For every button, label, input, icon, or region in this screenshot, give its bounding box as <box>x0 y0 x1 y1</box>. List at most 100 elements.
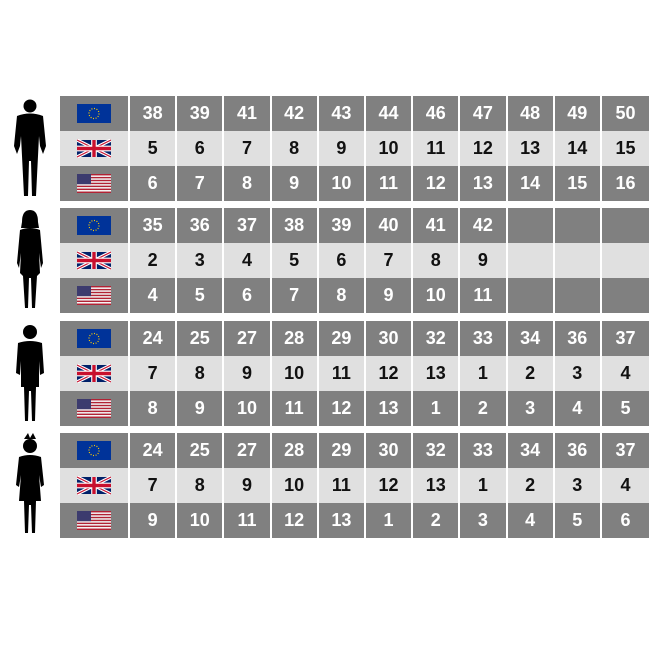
size-cell: 15 <box>554 166 602 201</box>
size-cell: 8 <box>177 468 225 503</box>
size-cell: 39 <box>318 208 366 243</box>
eu-size-row: 35 36 37 38 39 40 41 42 <box>60 208 650 243</box>
uk-flag-icon <box>60 131 130 166</box>
size-cell: 10 <box>271 356 319 391</box>
size-cell: 13 <box>507 131 555 166</box>
size-cell: 7 <box>365 243 414 278</box>
size-cell: 2 <box>507 468 555 503</box>
size-cell: 3 <box>554 356 602 391</box>
size-cell: 49 <box>554 96 602 131</box>
size-cell: 44 <box>365 96 414 131</box>
size-cell: 1 <box>460 468 508 503</box>
eu-flag-icon <box>60 433 130 468</box>
size-cell: 27 <box>224 321 272 356</box>
size-cell: 13 <box>365 391 414 426</box>
size-cell <box>507 278 555 313</box>
size-cell: 3 <box>460 503 508 538</box>
size-table-section: 24 25 27 28 29 30 32 33 34 36 37 7 8 9 10 11 12 13 1 2 3 4 9 10… <box>60 433 650 538</box>
size-cell: 35 <box>130 208 178 243</box>
size-cell: 29 <box>318 433 366 468</box>
size-cell: 10 <box>413 278 461 313</box>
uk-flag-icon <box>60 468 130 503</box>
size-cell: 11 <box>318 468 366 503</box>
size-cell: 6 <box>601 503 650 538</box>
size-cell: 28 <box>271 321 319 356</box>
size-cell: 9 <box>177 391 225 426</box>
size-cell: 36 <box>554 321 602 356</box>
size-cell: 2 <box>130 243 178 278</box>
size-cell: 5 <box>554 503 602 538</box>
size-cell: 13 <box>318 503 366 538</box>
size-cell: 14 <box>554 131 602 166</box>
size-table-section: 24 25 27 28 29 30 32 33 34 36 37 7 8 9 10 11 12 13 1 2 3 4 8 9 1… <box>60 321 650 426</box>
size-cell: 6 <box>130 166 178 201</box>
us-flag-icon <box>60 278 130 313</box>
size-cell: 40 <box>365 208 414 243</box>
size-cell: 37 <box>224 208 272 243</box>
us-flag-icon <box>60 503 130 538</box>
us-size-row: 8 9 10 11 12 13 1 2 3 4 5 <box>60 391 650 426</box>
size-cell: 9 <box>318 131 366 166</box>
size-cell: 11 <box>224 503 272 538</box>
size-cell: 41 <box>224 96 272 131</box>
girl-silhouette-icon <box>8 433 52 538</box>
eu-flag-icon <box>60 96 130 131</box>
size-cell: 8 <box>177 356 225 391</box>
uk-size-row: 7 8 9 10 11 12 13 1 2 3 4 <box>60 468 650 503</box>
eu-size-row: 24 25 27 28 29 30 32 33 34 36 37 <box>60 321 650 356</box>
size-cell: 12 <box>365 468 414 503</box>
size-cell: 8 <box>271 131 319 166</box>
size-cell: 38 <box>271 208 319 243</box>
size-cell: 42 <box>271 96 319 131</box>
us-flag-icon <box>60 391 130 426</box>
size-cell: 4 <box>130 278 178 313</box>
us-size-row: 4 5 6 7 8 9 10 11 <box>60 278 650 313</box>
size-cell: 4 <box>601 356 650 391</box>
boy-silhouette-icon <box>8 321 52 426</box>
size-cell: 6 <box>177 131 225 166</box>
size-cell: 3 <box>554 468 602 503</box>
size-cell: 25 <box>177 321 225 356</box>
size-cell: 1 <box>460 356 508 391</box>
size-cell: 7 <box>224 131 272 166</box>
size-cell: 1 <box>413 391 461 426</box>
size-cell: 15 <box>601 131 650 166</box>
size-cell: 50 <box>601 96 650 131</box>
size-cell: 9 <box>460 243 508 278</box>
size-cell: 11 <box>460 278 508 313</box>
size-cell: 48 <box>507 96 555 131</box>
size-cell: 9 <box>224 356 272 391</box>
size-cell: 33 <box>460 433 508 468</box>
size-cell: 10 <box>224 391 272 426</box>
size-cell: 5 <box>177 278 225 313</box>
size-cell <box>601 243 650 278</box>
size-cell: 12 <box>365 356 414 391</box>
size-cell <box>601 278 650 313</box>
us-size-row: 6 7 8 9 10 11 12 13 14 15 16 <box>60 166 650 201</box>
eu-size-row: 24 25 27 28 29 30 32 33 34 36 37 <box>60 433 650 468</box>
size-cell: 11 <box>413 131 461 166</box>
size-cell <box>507 243 555 278</box>
size-cell: 5 <box>601 391 650 426</box>
size-cell: 7 <box>130 468 178 503</box>
size-cell: 38 <box>130 96 178 131</box>
size-cell: 11 <box>365 166 414 201</box>
size-cell: 30 <box>365 321 414 356</box>
size-cell: 2 <box>413 503 461 538</box>
size-table-section: 35 36 37 38 39 40 41 42 2 3 4 5 6 7 8 9 4 5 6 7 8 9 10 11 <box>60 208 650 313</box>
size-cell: 27 <box>224 433 272 468</box>
size-cell: 25 <box>177 433 225 468</box>
size-cell: 32 <box>413 321 461 356</box>
uk-size-row: 5 6 7 8 9 10 11 12 13 14 15 <box>60 131 650 166</box>
size-cell: 30 <box>365 433 414 468</box>
size-cell: 2 <box>507 356 555 391</box>
man-silhouette-icon <box>8 96 52 201</box>
size-cell: 10 <box>318 166 366 201</box>
woman-silhouette-icon <box>8 208 52 313</box>
size-cell: 10 <box>271 468 319 503</box>
us-size-row: 9 10 11 12 13 1 2 3 4 5 6 <box>60 503 650 538</box>
size-cell: 43 <box>318 96 366 131</box>
size-cell: 2 <box>460 391 508 426</box>
size-cell: 47 <box>460 96 508 131</box>
